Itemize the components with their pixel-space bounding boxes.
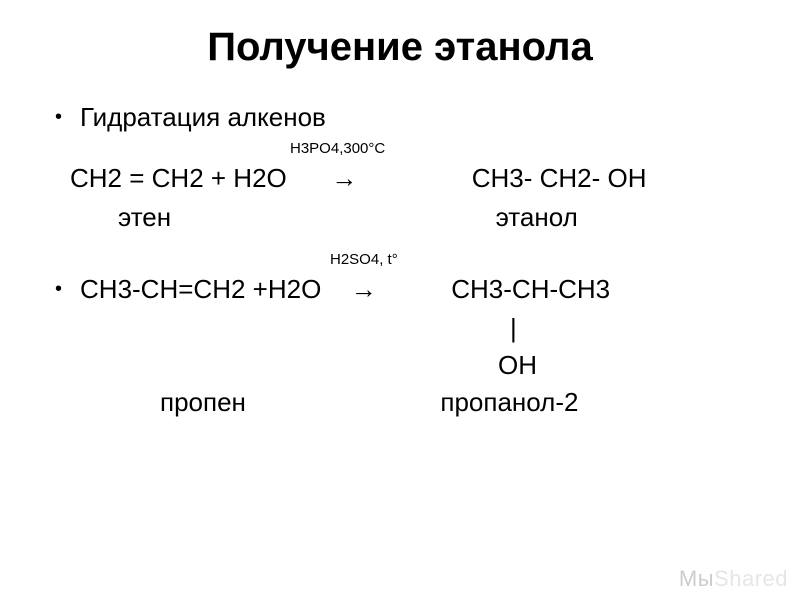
bullet-icon: •	[55, 100, 62, 135]
section1-heading-line: • Гидратация алкенов	[50, 100, 750, 135]
section2-labels: пропен пропанол-2	[50, 385, 750, 420]
section1-reaction: CH2 = CH2 + H2O → CH3- CH2- OH	[50, 161, 750, 196]
slide-content: • Гидратация алкенов H3PO4,300°С CH2 = C…	[50, 100, 750, 420]
section1-labels: этен этанол	[50, 200, 750, 235]
watermark: МыShared	[679, 566, 788, 592]
watermark-part1: Мы	[679, 566, 714, 591]
reaction2-left: CH3-CH=CH2 +H2O	[80, 274, 321, 304]
reaction2-right: CH3-CH-CH3	[451, 274, 610, 304]
section2-reaction-line: • CH3-CH=CH2 +H2O → CH3-CH-CH3	[50, 272, 750, 307]
label1-left: этен	[118, 202, 171, 232]
section2-condition: H2SO4, t°	[50, 250, 750, 270]
slide-title: Получение этанола	[50, 25, 750, 70]
bullet-icon: •	[55, 272, 62, 307]
slide-container: Получение этанола • Гидратация алкенов H…	[0, 0, 800, 600]
oh-line: OH	[50, 348, 750, 383]
section1-heading: Гидратация алкенов	[80, 100, 326, 135]
label1-right: этанол	[496, 202, 578, 232]
reaction2-arrow: →	[351, 274, 377, 304]
reaction1-right: CH3- CH2- OH	[472, 163, 647, 193]
reaction1-left: CH2 = CH2 + H2O	[70, 163, 287, 193]
reaction1-arrow: →	[331, 163, 357, 193]
label2-right: пропанол-2	[440, 387, 578, 417]
section1-condition: H3PO4,300°С	[50, 139, 750, 159]
bond-line: |	[50, 311, 750, 346]
watermark-part2: Shared	[714, 566, 788, 591]
section2-reaction: CH3-CH=CH2 +H2O → CH3-CH-CH3	[80, 272, 610, 307]
label2-left: пропен	[160, 387, 246, 417]
